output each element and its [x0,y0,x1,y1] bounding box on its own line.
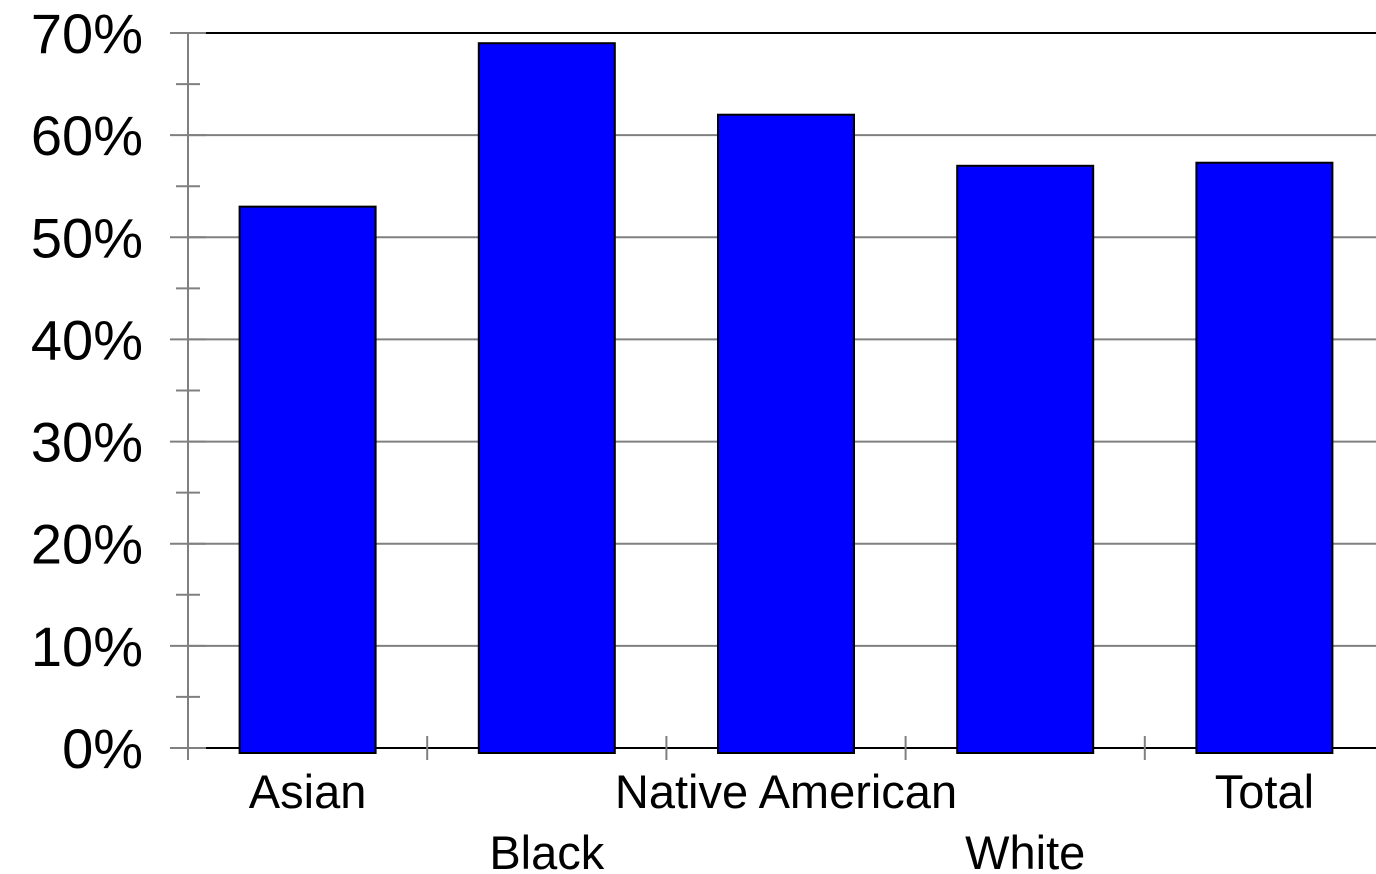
y-tick-label: 50% [31,206,143,269]
y-tick-label: 70% [31,2,143,65]
y-tick-label: 40% [31,308,143,371]
y-tick-label: 30% [31,411,143,474]
y-tick-label: 20% [31,513,143,576]
bar-total [1195,161,1334,754]
y-tick-label: 10% [31,615,143,678]
x-tick-label: Asian [249,765,367,818]
x-tick-label: Black [489,826,604,874]
y-tick-labels: 0% 10% 20% 30% 40% 50% 60% 70% [31,2,143,780]
x-tick-label: White [965,826,1085,874]
bar-asian [238,205,377,754]
bar-white [956,164,1095,755]
bar-black [477,42,616,754]
x-tick-label: Native American [615,765,957,818]
axes [170,32,1376,760]
y-tick-label: 60% [31,104,143,167]
bars [238,42,1334,755]
x-tick-label: Total [1215,765,1314,818]
bar-native-american [717,113,855,754]
y-tick-label: 0% [62,717,143,780]
